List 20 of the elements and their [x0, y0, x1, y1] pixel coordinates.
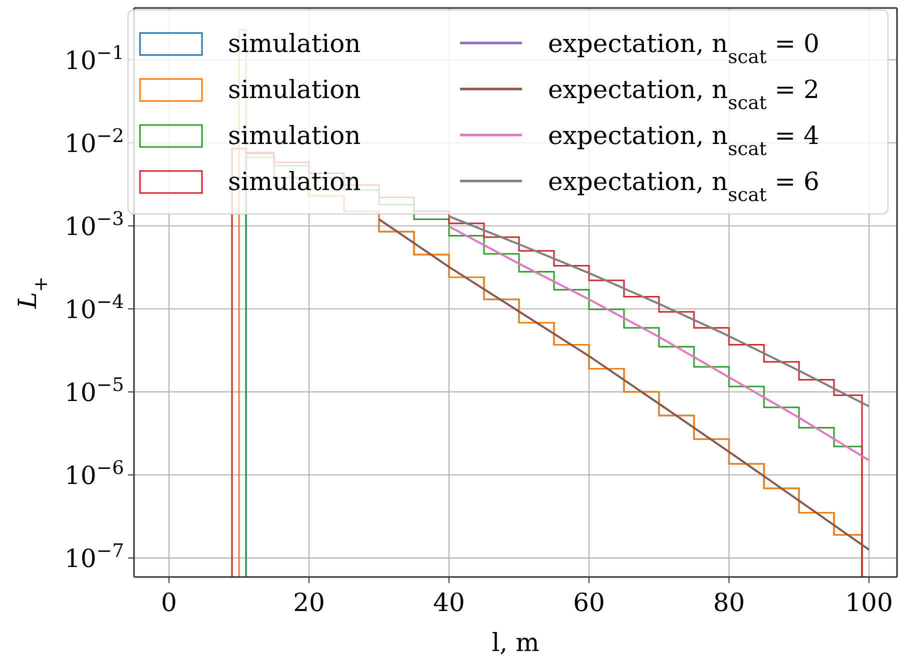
- y-tick-label: 10$^{−6}$: [64, 457, 124, 490]
- legend-label: simulation: [228, 121, 361, 150]
- y-tick-label: 10$^{−1}$: [64, 42, 124, 75]
- x-tick-label: 80: [713, 588, 745, 617]
- legend-label: expectation, n$_{scat}$ = 4: [548, 121, 820, 160]
- x-tick-label: 20: [293, 588, 325, 617]
- y-tick-label: 10$^{−7}$: [64, 540, 124, 573]
- legend-label: expectation, n$_{scat}$ = 0: [548, 29, 820, 68]
- legend-label: expectation, n$_{scat}$ = 2: [548, 75, 820, 114]
- x-tick-label: 40: [433, 588, 465, 617]
- y-tick-label: 10$^{−4}$: [64, 291, 124, 324]
- y-tick-label: 10$^{−2}$: [64, 125, 124, 158]
- y-tick-label: 10$^{−3}$: [64, 208, 124, 241]
- y-tick-label: 10$^{−5}$: [64, 374, 124, 407]
- x-tick-label: 60: [573, 588, 605, 617]
- x-tick-label: 0: [161, 588, 177, 617]
- legend-label: simulation: [228, 75, 361, 104]
- x-tick-label: 100: [845, 588, 893, 617]
- legend-label: simulation: [228, 29, 361, 58]
- x-axis-title: l, m: [492, 628, 540, 657]
